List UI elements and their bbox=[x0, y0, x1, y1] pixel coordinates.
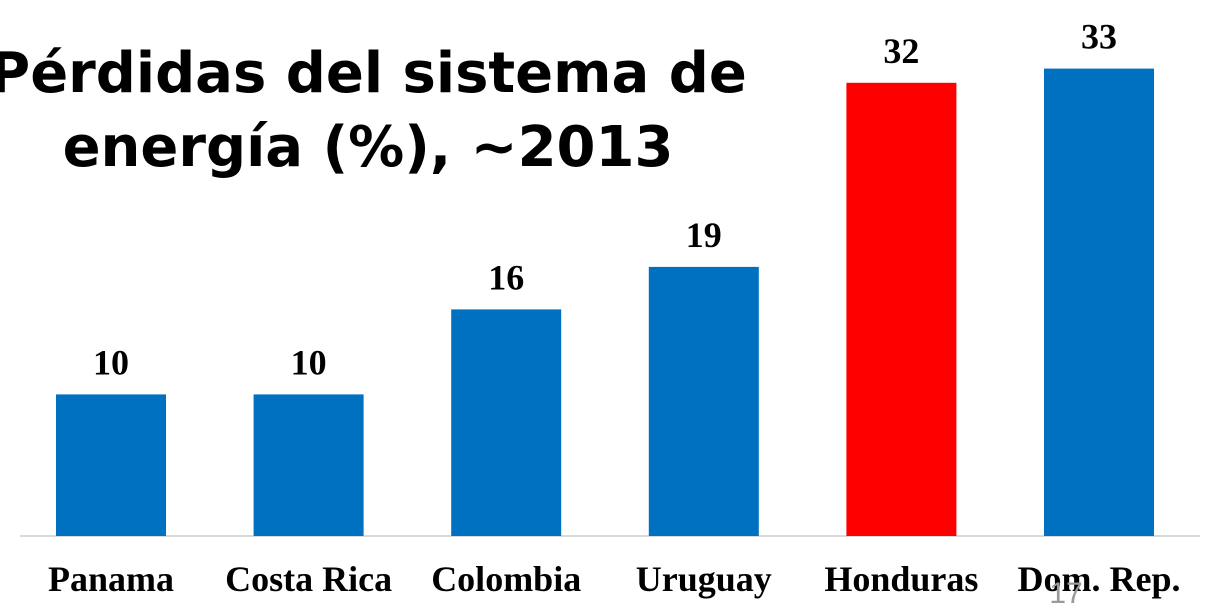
value-label-uruguay: 19 bbox=[686, 215, 722, 255]
value-label-costa-rica: 10 bbox=[291, 342, 327, 382]
chart-title-line-1: Pérdidas del sistema de bbox=[0, 41, 747, 106]
category-label-colombia: Colombia bbox=[431, 559, 581, 599]
bar-honduras bbox=[846, 82, 957, 537]
value-labels-group: 10 10 16 19 32 33 bbox=[93, 17, 1117, 383]
value-label-dom-rep: 33 bbox=[1081, 17, 1117, 57]
value-label-colombia: 16 bbox=[488, 257, 524, 297]
bars-group bbox=[56, 68, 1154, 537]
category-label-uruguay: Uruguay bbox=[636, 559, 772, 599]
bar-colombia bbox=[451, 309, 562, 536]
category-label-costa-rica: Costa Rica bbox=[225, 559, 392, 599]
value-label-honduras: 32 bbox=[883, 31, 919, 71]
bar-dom-rep bbox=[1044, 68, 1154, 536]
category-label-honduras: Honduras bbox=[824, 559, 978, 599]
slide-page-number: 17 bbox=[1049, 577, 1082, 610]
value-label-panama: 10 bbox=[93, 342, 129, 382]
chart-title-line-2: energía (%), ~2013 bbox=[63, 115, 674, 180]
bar-panama bbox=[56, 394, 166, 536]
category-label-dom-rep: Dom. Rep. bbox=[1018, 559, 1181, 599]
bar-costa-rica bbox=[253, 394, 364, 536]
category-labels-group: Panama Costa Rica Colombia Uruguay Honduras D… bbox=[48, 559, 1180, 599]
category-label-panama: Panama bbox=[48, 559, 174, 599]
bar-uruguay bbox=[648, 266, 759, 536]
